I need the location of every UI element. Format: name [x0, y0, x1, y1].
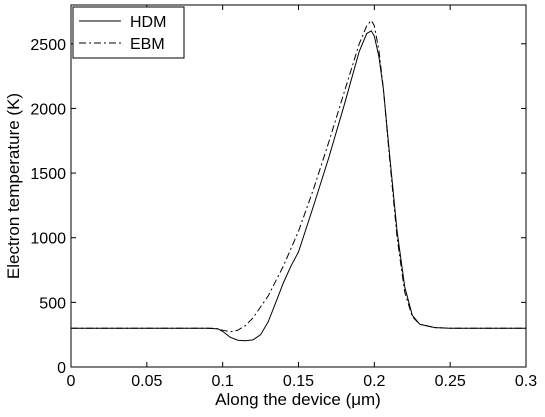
x-tick-label: 0.1 [212, 373, 234, 390]
y-tick-label: 2500 [30, 37, 66, 54]
legend: HDM EBM [72, 6, 185, 59]
y-axis-label: Electron temperature (K) [4, 93, 23, 279]
legend-box [72, 6, 185, 59]
x-axis-label: Along the device (μm) [215, 390, 381, 409]
x-tick-label: 0.05 [131, 373, 162, 390]
y-tick-label: 1500 [30, 166, 66, 183]
y-tick-label: 500 [39, 295, 66, 312]
y-tick-label: 1000 [30, 231, 66, 248]
legend-label-ebm: EBM [130, 36, 165, 53]
y-tick-label: 0 [57, 360, 66, 377]
x-tick-label: 0.25 [435, 373, 466, 390]
x-tick-label: 0.3 [515, 373, 537, 390]
y-tick-label: 2000 [30, 101, 66, 118]
plot-area [70, 4, 527, 368]
series-layer [71, 19, 526, 342]
y-axis: 0 500 1000 1500 2000 2500 [30, 37, 526, 377]
x-tick-label: 0.15 [283, 373, 314, 390]
x-axis: 0 0.05 0.1 0.15 0.2 0.25 0.3 [67, 5, 537, 390]
legend-label-hdm: HDM [130, 14, 166, 31]
series-line-hdm [71, 30, 526, 342]
series-line-ebm [71, 19, 526, 333]
x-tick-label: 0.2 [363, 373, 385, 390]
x-tick-label: 0 [67, 373, 76, 390]
